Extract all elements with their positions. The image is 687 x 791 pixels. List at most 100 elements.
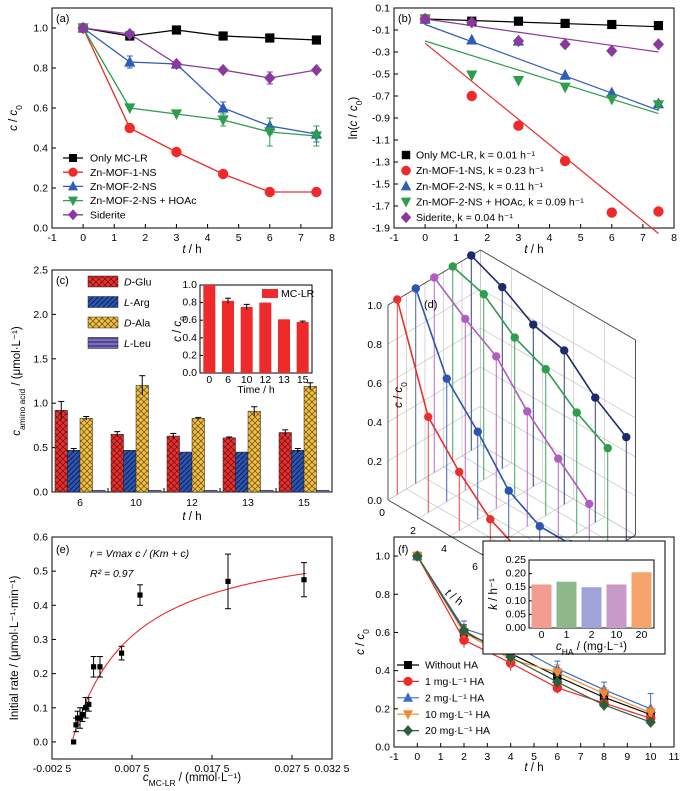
grid-line bbox=[480, 366, 636, 458]
inset-x-tick-label: 1 bbox=[564, 629, 570, 641]
legend-label: L-Arg bbox=[124, 297, 150, 309]
data-point bbox=[559, 38, 571, 51]
data-point bbox=[124, 27, 136, 41]
panel-c: 0.0 0.5 1.0 1.5 2.0 2.5 6 10 12 13 15 D-Glu L-Arg D-A… bbox=[11, 265, 333, 523]
data-point bbox=[512, 76, 525, 87]
y-tick-label: 0.5 bbox=[33, 566, 48, 578]
y-axis-label: c / c0 bbox=[8, 105, 24, 131]
cycle-series-4 bbox=[448, 262, 612, 552]
y-tick-label: -1.9 bbox=[372, 223, 390, 235]
panel-label: (f) bbox=[398, 544, 408, 556]
y-tick-label: 0.5 bbox=[33, 442, 48, 454]
legend-label: L-Leu bbox=[124, 338, 151, 350]
series-line bbox=[470, 254, 627, 438]
panel-label: (a) bbox=[56, 13, 69, 25]
x-tick-label: 6 bbox=[609, 232, 615, 244]
data-point bbox=[466, 16, 478, 29]
legend: Only MC-LR Zn-MOF-1-NS Zn-MOF-2-NS Zn-MOF-2… bbox=[63, 153, 196, 221]
bar-D-Glu bbox=[110, 434, 124, 493]
data-point bbox=[311, 35, 322, 45]
data-point bbox=[265, 33, 275, 43]
inset-y-tick-label: 0.2 bbox=[182, 349, 197, 361]
y-tick-label: -0.7 bbox=[372, 91, 390, 103]
legend-marker bbox=[403, 725, 413, 737]
data-point bbox=[513, 16, 524, 26]
y-tick-label: 1.0 bbox=[375, 551, 390, 563]
x-tick-label: 10 bbox=[130, 497, 142, 509]
data-point bbox=[622, 432, 631, 442]
x-axis-label: t / h bbox=[524, 244, 543, 256]
legend-swatch bbox=[87, 296, 119, 308]
y-tick-label: -0.1 bbox=[372, 25, 390, 37]
bar-L-Leu bbox=[316, 489, 330, 493]
inset-x-tick-label: 0 bbox=[539, 629, 545, 641]
y-tick-label: 1.0 bbox=[33, 398, 48, 410]
inset-bar bbox=[531, 584, 552, 628]
data-point bbox=[529, 320, 538, 329]
data-point bbox=[606, 44, 618, 57]
legend-swatch bbox=[87, 275, 119, 288]
data-point bbox=[552, 668, 563, 679]
x-tick-label: -0.002 5 bbox=[33, 763, 72, 775]
x-tick-label: 4 bbox=[508, 751, 514, 763]
inset-bar bbox=[259, 302, 272, 373]
legend-label: Zn-MOF-2-NS + HOAc bbox=[90, 195, 196, 207]
data-point bbox=[559, 155, 571, 167]
grid-line bbox=[480, 288, 636, 380]
data-point bbox=[554, 454, 563, 463]
y-tick-label: 0.4 bbox=[33, 143, 48, 155]
x-tick-label: 12 bbox=[186, 497, 198, 509]
data-point bbox=[171, 146, 182, 158]
bar-D-Ala bbox=[191, 418, 205, 493]
x-tick-label: 13 bbox=[242, 497, 254, 509]
legend-label: Zn-MOF-1-NS, k = 0.23 h⁻¹ bbox=[416, 165, 544, 177]
series-3 bbox=[77, 23, 323, 147]
bar-L-Leu bbox=[92, 489, 106, 493]
legend-label: Only MC-LR bbox=[90, 153, 148, 165]
y-tick-label: 0.2 bbox=[33, 668, 48, 680]
inset-x-tick-label: 12 bbox=[259, 374, 271, 386]
legend-swatch bbox=[87, 337, 119, 349]
y-tick-label: -1.1 bbox=[372, 135, 390, 147]
x-tick-label: 0 bbox=[379, 507, 385, 519]
bar-L-Leu bbox=[260, 489, 274, 493]
y-tick-label: 0.2 bbox=[375, 703, 390, 715]
inset-y-tick-label: 0.8 bbox=[182, 297, 197, 309]
inset-bar bbox=[240, 307, 253, 373]
plot-frame bbox=[51, 536, 333, 760]
x-tick-label: 1 bbox=[111, 232, 117, 244]
y-tick-label: -1.3 bbox=[372, 157, 390, 169]
data-point bbox=[606, 207, 617, 218]
y-tick-label: 0.6 bbox=[33, 532, 48, 544]
y-tick-label: 0.4 bbox=[33, 600, 48, 612]
data-point bbox=[591, 393, 600, 402]
inset-x-tick-label: 0 bbox=[206, 374, 212, 386]
data-point bbox=[393, 295, 402, 304]
z-axis-label: c / c0 bbox=[393, 382, 409, 408]
data-point bbox=[459, 635, 469, 645]
inset-x-tick-label: 13 bbox=[278, 374, 290, 386]
data-point bbox=[473, 427, 482, 436]
data-point bbox=[411, 284, 420, 293]
legend-label: D-Glu bbox=[124, 277, 152, 289]
data-point bbox=[442, 374, 451, 383]
x-axis-label: t / h bbox=[524, 762, 543, 774]
panel-e: -0.002 5 0.007 5 0.017 5 0.027 5 0.032 5 0.0 0… bbox=[9, 532, 350, 789]
y-tick-label: 1.5 bbox=[33, 353, 48, 365]
x-tick-label: 4 bbox=[205, 232, 211, 244]
bar-L-Leu bbox=[148, 489, 162, 493]
legend-label: Without HA bbox=[425, 660, 478, 672]
legend-label: Siderite bbox=[90, 209, 126, 221]
fit-line bbox=[424, 42, 659, 234]
y-tick-label: 0.0 bbox=[33, 487, 48, 499]
data-point bbox=[467, 251, 476, 260]
y-tick-label: -0.3 bbox=[372, 47, 390, 59]
data-point bbox=[419, 12, 431, 26]
legend-swatch bbox=[87, 316, 119, 329]
x-tick-label: 4 bbox=[441, 543, 447, 555]
legend: Without HA 1 mg·L⁻¹ HA 2 mg·L⁻¹ HA 10 mg·L⁻… bbox=[397, 660, 490, 737]
x-tick-label: 7 bbox=[578, 751, 584, 763]
series-4 bbox=[419, 12, 665, 57]
series-line bbox=[416, 555, 651, 723]
